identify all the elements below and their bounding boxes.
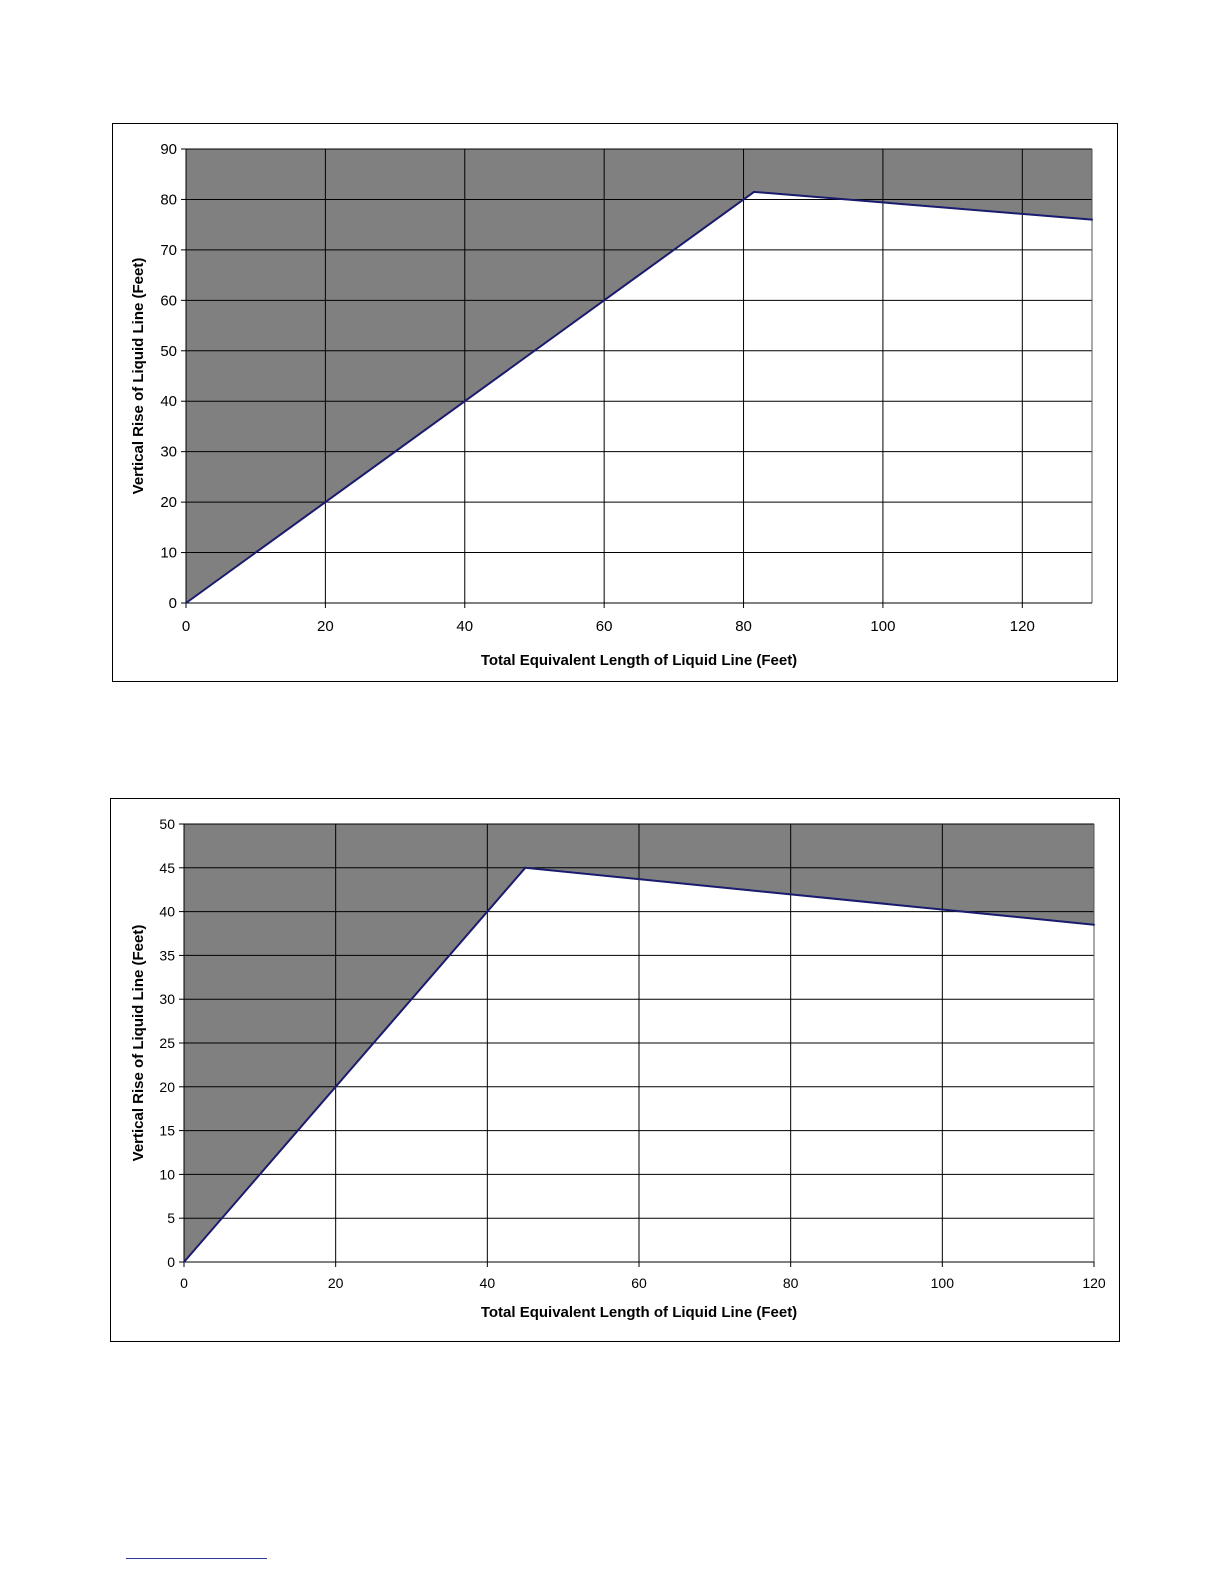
y-tick-label: 45 [159, 860, 175, 876]
y-tick-label: 50 [159, 816, 175, 832]
y-tick-label: 30 [159, 991, 175, 1007]
y-tick-label: 20 [160, 494, 177, 511]
data-point [183, 1261, 185, 1263]
x-tick-label: 100 [870, 618, 895, 635]
x-tick-label: 0 [180, 1275, 188, 1291]
x-tick-label: 80 [735, 618, 752, 635]
chart-2: 0 20 40 60 80 100 120 0 5 10 15 20 25 30 35 40 45 50 Total… [110, 798, 1120, 1342]
y-tick-label: 0 [167, 1254, 175, 1270]
y-tick-label: 30 [160, 444, 177, 461]
x-axis-title: Total Equivalent Length of Liquid Line (… [481, 1304, 797, 1321]
x-tick-label: 100 [931, 1275, 955, 1291]
x-tick-label: 120 [1010, 618, 1035, 635]
y-tick-label: 80 [160, 191, 177, 208]
x-axis-title: Total Equivalent Length of Liquid Line (… [481, 652, 797, 669]
data-point [1093, 923, 1095, 926]
chart-1-svg: 0 20 40 60 80 100 120 0 10 20 30 40 50 60 70 80 90 Total … [130, 141, 1093, 669]
y-tick-label: 70 [160, 242, 177, 259]
y-tick-label: 5 [167, 1210, 175, 1226]
y-tick-label: 90 [160, 141, 177, 158]
x-tick-label: 20 [328, 1275, 344, 1291]
shaded-region [186, 149, 1092, 603]
y-tick-label: 50 [160, 343, 177, 360]
data-point [524, 866, 527, 869]
data-point [185, 602, 187, 604]
x-tick-label: 60 [631, 1275, 647, 1291]
x-tick-label: 0 [182, 618, 190, 635]
x-tick-label: 120 [1082, 1275, 1106, 1291]
x-tick-label: 60 [596, 618, 613, 635]
y-tick-label: 0 [169, 595, 177, 612]
x-tick-label: 40 [480, 1275, 496, 1291]
footnote-rule [126, 1558, 267, 1559]
y-tick-label: 35 [159, 947, 175, 963]
y-axis-title: Vertical Rise of Liquid Line (Feet) [130, 258, 147, 495]
y-tick-label: 20 [159, 1079, 175, 1095]
x-tick-label: 40 [456, 618, 473, 635]
y-tick-label: 15 [159, 1123, 175, 1139]
y-tick-label: 25 [159, 1035, 175, 1051]
y-tick-label: 40 [159, 904, 175, 920]
data-point [1091, 218, 1093, 221]
y-tick-label: 60 [160, 292, 177, 309]
chart-2-svg: 0 20 40 60 80 100 120 0 5 10 15 20 25 30 35 40 45 50 Total… [130, 816, 1106, 1321]
y-tick-label: 10 [159, 1166, 175, 1182]
y-tick-label: 10 [160, 545, 177, 562]
data-point [752, 190, 755, 193]
shaded-region [184, 824, 1094, 1262]
x-tick-label: 20 [317, 618, 334, 635]
y-tick-label: 40 [160, 393, 177, 410]
chart-1: 0 20 40 60 80 100 120 0 10 20 30 40 50 60 70 80 90 Total … [112, 123, 1118, 682]
x-tick-label: 80 [783, 1275, 799, 1291]
y-axis-title: Vertical Rise of Liquid Line (Feet) [130, 925, 147, 1162]
